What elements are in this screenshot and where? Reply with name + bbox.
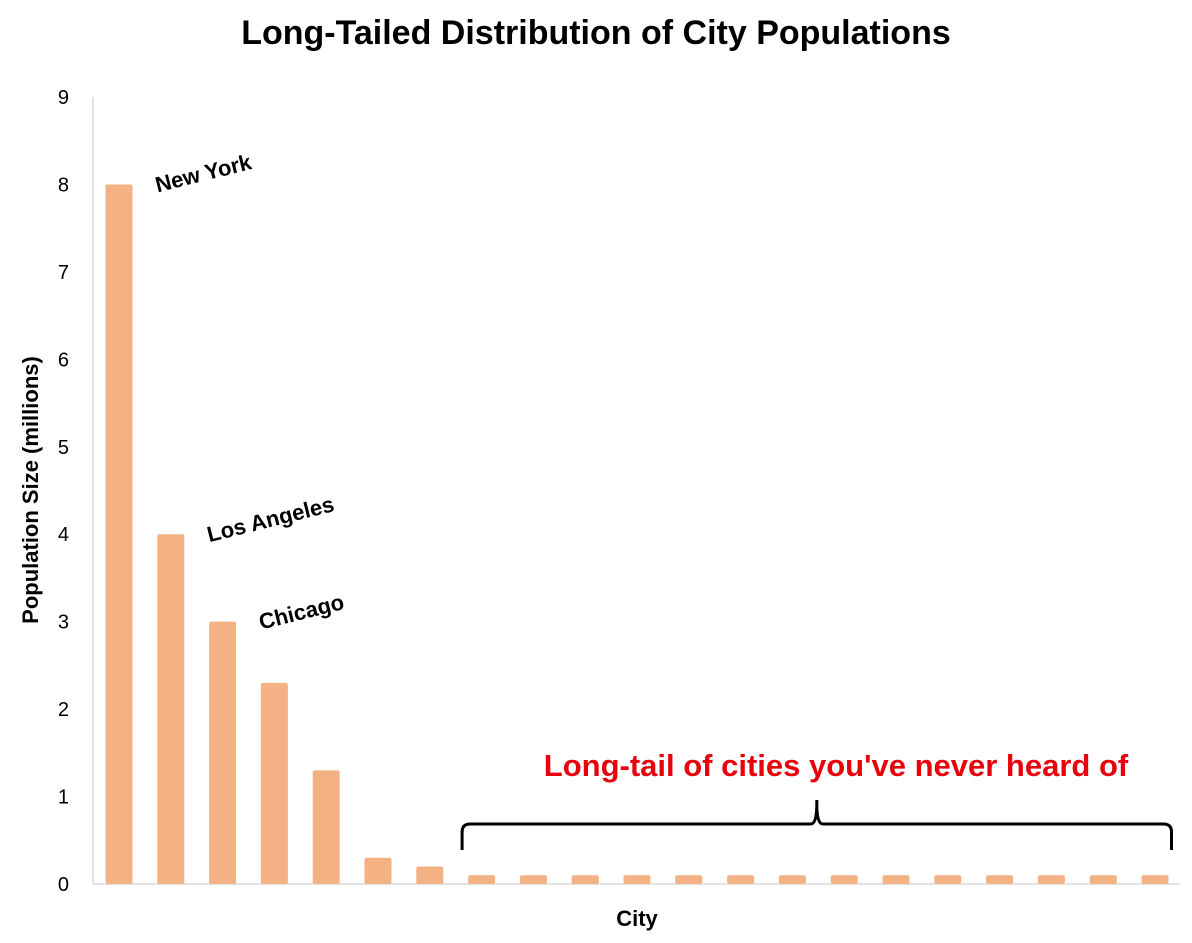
bar [934,875,962,884]
bar [468,875,496,884]
bar [571,875,599,884]
bar [157,534,185,884]
bar-data-label: Chicago [256,589,346,634]
bar [260,682,288,884]
annotation-text: Long-tail of cities you've never heard o… [544,748,1129,783]
bar [778,875,806,884]
bar [675,875,703,884]
bar [416,866,444,884]
bar [986,875,1014,884]
bar [830,875,858,884]
bar [519,875,547,884]
y-tick-label: 8 [58,174,69,196]
bar [312,770,340,884]
y-tick-label: 6 [58,349,69,371]
y-tick-label: 1 [58,787,69,809]
y-axis-label: Population Size (millions) [18,356,43,624]
chart-title: Long-Tailed Distribution of City Populat… [241,14,951,52]
bar-data-label: New York [153,149,255,197]
y-tick-label: 7 [58,262,69,284]
bar [882,875,910,884]
bar [105,184,133,884]
bar [727,875,755,884]
y-tick-label: 9 [58,87,69,109]
x-axis-label: City [616,906,658,931]
bar-data-label: Los Angeles [204,491,336,547]
bar [209,621,237,884]
y-tick-label: 4 [58,524,69,546]
bar [364,857,392,884]
y-tick-label: 5 [58,437,69,459]
bar [1141,875,1169,884]
curly-brace [460,800,1173,850]
y-tick-label: 2 [58,699,69,721]
y-tick-label: 0 [58,874,69,896]
bar [623,875,651,884]
bar [1037,875,1065,884]
y-tick-label: 3 [58,612,69,634]
bar [1089,875,1117,884]
